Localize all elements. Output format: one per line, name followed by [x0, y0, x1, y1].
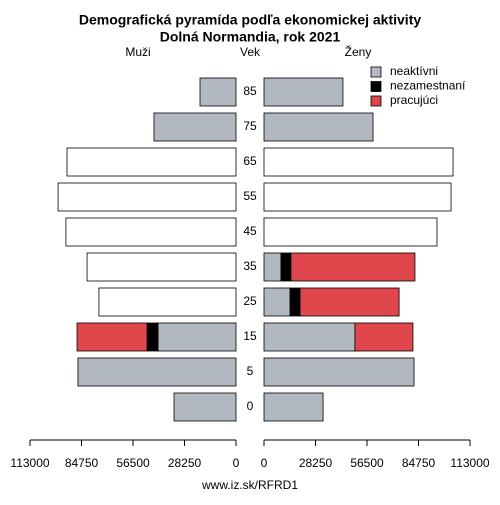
bar-segment	[263, 182, 452, 212]
bar-segment	[263, 147, 454, 177]
bar-segment	[354, 322, 414, 352]
legend-label: nezamestnaní	[390, 79, 466, 93]
legend-swatch	[370, 95, 382, 107]
bar-segment	[76, 322, 148, 352]
x-tick-label: 113000	[450, 456, 489, 470]
bar-segment	[263, 357, 415, 387]
legend-label: neaktívni	[390, 64, 438, 78]
bar-segment	[98, 287, 237, 317]
bar-segment	[290, 252, 416, 282]
bar-segment	[263, 112, 374, 142]
bar-segment	[280, 252, 292, 282]
age-label: 0	[247, 399, 254, 413]
x-tick-label: 84750	[65, 456, 99, 470]
footer: www.iz.sk/RFRD1	[201, 478, 298, 492]
age-label: 75	[243, 119, 257, 133]
bar-segment	[263, 287, 291, 317]
age-label: 35	[243, 259, 257, 273]
x-tick-label: 28250	[299, 456, 333, 470]
bar-segment	[263, 322, 356, 352]
age-label: 45	[243, 224, 257, 238]
legend-swatch	[370, 66, 382, 78]
center-label: Vek	[240, 45, 261, 59]
bar-segment	[157, 322, 237, 352]
legend-swatch	[370, 81, 382, 92]
x-tick-label: 28250	[168, 456, 202, 470]
bar-segment	[146, 322, 159, 352]
age-label: 65	[243, 154, 257, 168]
age-label: 25	[243, 294, 257, 308]
bar-segment	[86, 252, 237, 282]
bar-segment	[173, 392, 237, 422]
panel-label: Ženy	[345, 44, 372, 59]
bar-segment	[199, 77, 237, 107]
bar-segment	[263, 252, 282, 282]
bar-segment	[66, 147, 237, 177]
chart-title: Demografická pyramída podľa ekonomickej …	[79, 12, 422, 28]
age-label: 5	[247, 364, 254, 378]
legend-label: pracujúci	[390, 93, 438, 107]
age-label: 15	[243, 329, 257, 343]
x-tick-label: 0	[233, 456, 240, 470]
bar-segment	[153, 112, 237, 142]
x-tick-label: 0	[261, 456, 268, 470]
x-tick-label: 56500	[116, 456, 150, 470]
bar-segment	[77, 357, 237, 387]
age-label: 55	[243, 189, 257, 203]
bar-segment	[299, 287, 400, 317]
bar-segment	[289, 287, 301, 317]
bar-segment	[57, 182, 237, 212]
x-tick-label: 56500	[350, 456, 384, 470]
bar-segment	[263, 392, 324, 422]
chart-subtitle: Dolná Normandia, rok 2021	[160, 29, 341, 45]
age-label: 85	[243, 84, 257, 98]
bar-segment	[263, 217, 438, 247]
bar-segment	[65, 217, 237, 247]
x-tick-label: 84750	[402, 456, 436, 470]
panel-label: Muži	[125, 45, 150, 59]
bar-segment	[263, 77, 344, 107]
x-tick-label: 113000	[10, 456, 49, 470]
